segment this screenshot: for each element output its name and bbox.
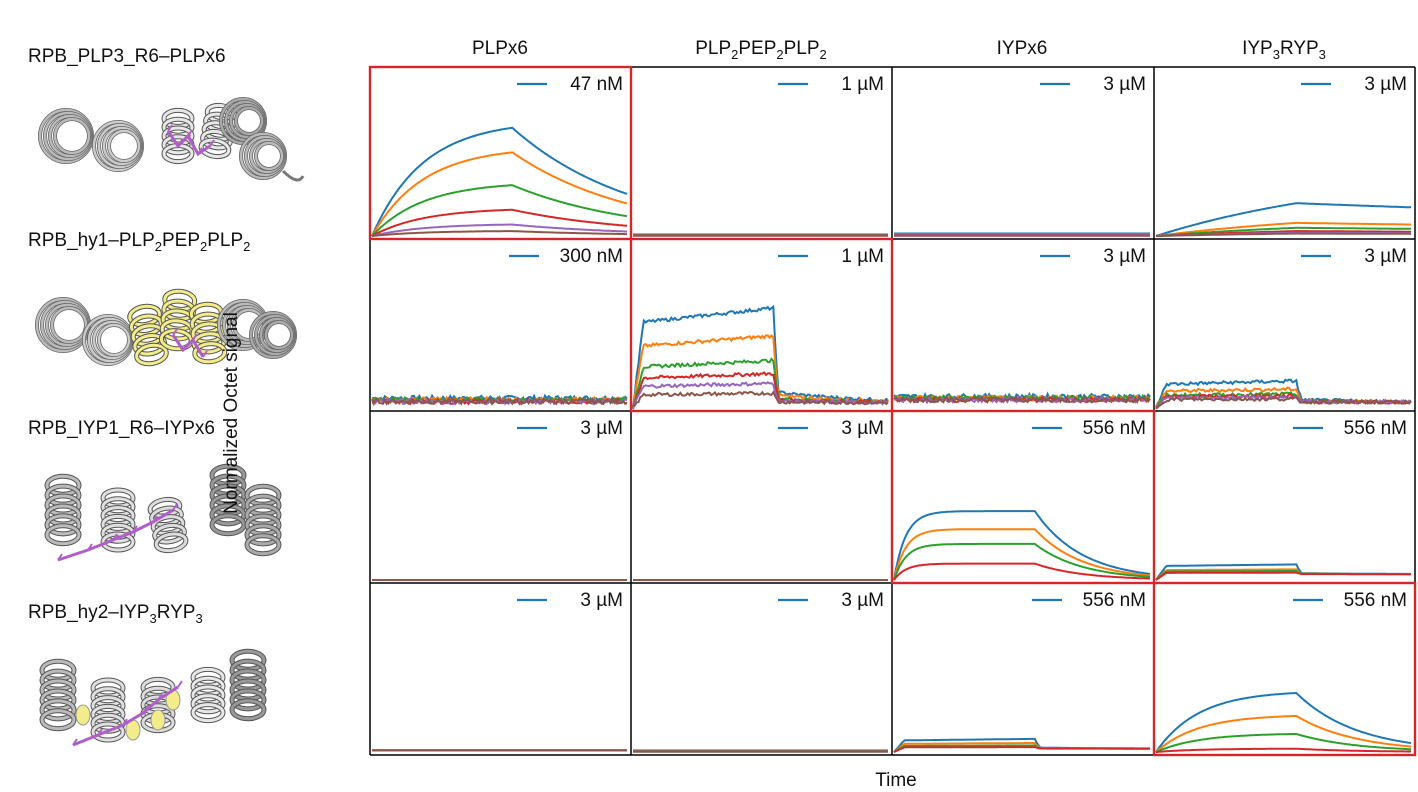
protein-label-2: RPB_IYP1_R6–IYPx6 xyxy=(28,418,215,439)
trace-r0-c0-s0 xyxy=(371,126,628,237)
panel-r1-c0: 300 nM xyxy=(371,246,628,407)
panel-r1-c1: 1 µM xyxy=(632,246,889,410)
trace-r3-c3-s2 xyxy=(1155,733,1412,753)
legend-conc-r2-c3: 556 nM xyxy=(1344,418,1407,439)
protein-structure-image-2 xyxy=(44,463,282,562)
panel-r3-c3: 556 nM xyxy=(1155,590,1412,753)
legend-conc-r0-c0: 47 nM xyxy=(570,74,623,95)
panel-r2-c2: 556 nM xyxy=(893,418,1151,581)
trace-r3-c3-s1 xyxy=(1155,714,1412,753)
trace-r2-c2-s2 xyxy=(893,542,1151,581)
panel-r1-c3: 3 µM xyxy=(1155,246,1412,410)
protein-label-3: RPB_hy2–IYP3RYP3 xyxy=(28,602,203,626)
panel-r3-c1: 3 µM xyxy=(633,590,888,753)
panel-r2-c3: 556 nM xyxy=(1155,418,1412,581)
trace-r0-c3-s2 xyxy=(1155,226,1411,237)
panel-r2-c1: 3 µM xyxy=(633,418,888,581)
column-title-0: PLPx6 xyxy=(472,38,528,59)
panel-r3-c0: 3 µM xyxy=(372,590,627,752)
trace-r0-c3-s0 xyxy=(1155,202,1411,237)
trace-r3-c3-s3 xyxy=(1155,747,1411,753)
trace-r0-c3-s5 xyxy=(1156,232,1412,237)
legend-conc-r1-c1: 1 µM xyxy=(841,246,884,267)
panel-r3-c2: 556 nM xyxy=(893,590,1150,753)
x-axis-label: Time xyxy=(875,770,917,791)
trace-r0-c3-s1 xyxy=(1155,221,1411,237)
column-title-1: PLP2PEP2PLP2 xyxy=(695,38,827,62)
protein-label-0: RPB_PLP3_R6–PLPx6 xyxy=(28,46,226,67)
trace-r1-c0-s0 xyxy=(371,393,628,403)
trace-r1-c1-s4 xyxy=(632,381,889,410)
trace-r2-c2-s1 xyxy=(893,528,1151,581)
highlight-box-r0-c0 xyxy=(368,65,633,241)
trace-r1-c1-s5 xyxy=(632,390,889,408)
trace-r1-c3-s5 xyxy=(1155,396,1412,409)
trace-r2-c3-s3 xyxy=(1155,571,1411,581)
highlight-box-r3-c3 xyxy=(1152,581,1417,757)
legend-conc-r2-c2: 556 nM xyxy=(1083,418,1146,439)
y-axis-label: Normalized Octet signal xyxy=(221,312,242,514)
trace-r0-c0-s5 xyxy=(371,230,627,237)
legend-conc-r3-c2: 556 nM xyxy=(1083,590,1146,611)
legend-conc-r1-c0: 300 nM xyxy=(560,246,623,267)
legend-conc-r3-c1: 3 µM xyxy=(841,590,884,611)
trace-r3-c2-s3 xyxy=(893,746,1150,753)
legend-conc-r0-c1: 1 µM xyxy=(841,74,884,95)
protein-label-1: RPB_hy1–PLP2PEP2PLP2 xyxy=(28,230,251,254)
panel-r1-c2: 3 µM xyxy=(893,246,1151,405)
trace-r1-c2-s5 xyxy=(893,395,1151,404)
trace-r3-c3-s0 xyxy=(1155,691,1412,753)
legend-conc-r0-c3: 3 µM xyxy=(1364,74,1407,95)
trace-r0-c0-s3 xyxy=(371,208,628,237)
legend-conc-r1-c3: 3 µM xyxy=(1364,246,1407,267)
legend-conc-r3-c3: 556 nM xyxy=(1344,590,1407,611)
trace-r2-c2-s3 xyxy=(893,562,1151,581)
highlight-box-r1-c1 xyxy=(629,237,894,413)
legend-conc-r2-c0: 3 µM xyxy=(580,418,623,439)
protein-structure-image-0 xyxy=(38,97,305,182)
legend-conc-r3-c0: 3 µM xyxy=(580,590,623,611)
panel-r0-c2: 3 µM xyxy=(894,74,1150,237)
trace-r0-c0-s1 xyxy=(371,151,628,237)
protein-structure-image-1 xyxy=(35,288,297,367)
legend-conc-r1-c2: 3 µM xyxy=(1103,246,1146,267)
protein-structure-image-3 xyxy=(39,648,267,747)
trace-r1-c0-s5 xyxy=(371,396,628,407)
legend-conc-r2-c1: 3 µM xyxy=(841,418,884,439)
panel-r0-c3: 3 µM xyxy=(1155,74,1412,237)
legend-conc-r0-c2: 3 µM xyxy=(1103,74,1146,95)
column-title-3: IYP3RYP3 xyxy=(1242,38,1326,62)
highlight-box-r2-c2 xyxy=(890,409,1156,585)
column-title-2: IYPx6 xyxy=(996,38,1048,59)
panel-r0-c1: 1 µM xyxy=(633,74,888,237)
trace-r0-c0-s2 xyxy=(371,184,628,237)
trace-r2-c2-s0 xyxy=(893,510,1151,581)
panel-r2-c0: 3 µM xyxy=(372,418,627,581)
trace-r1-c1-s0 xyxy=(632,304,889,408)
trace-r0-c0-s4 xyxy=(371,223,627,237)
panel-r0-c0: 47 nM xyxy=(371,74,628,237)
